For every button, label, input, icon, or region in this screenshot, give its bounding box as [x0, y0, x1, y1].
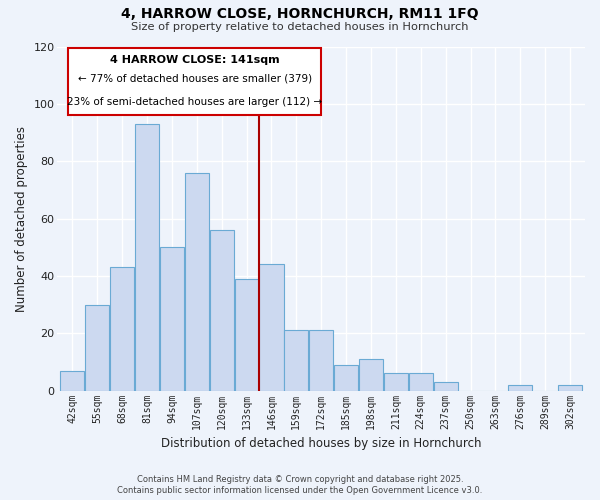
Bar [259, 264, 284, 390]
Bar [284, 330, 308, 390]
Bar [384, 374, 408, 390]
Bar [61, 370, 85, 390]
Text: Contains public sector information licensed under the Open Government Licence v3: Contains public sector information licen… [118, 486, 482, 495]
Bar [235, 279, 259, 390]
Bar [85, 304, 109, 390]
Bar [508, 385, 532, 390]
X-axis label: Distribution of detached houses by size in Hornchurch: Distribution of detached houses by size … [161, 437, 481, 450]
Bar [309, 330, 333, 390]
Text: 4, HARROW CLOSE, HORNCHURCH, RM11 1FQ: 4, HARROW CLOSE, HORNCHURCH, RM11 1FQ [121, 8, 479, 22]
Bar [434, 382, 458, 390]
Text: Contains HM Land Registry data © Crown copyright and database right 2025.: Contains HM Land Registry data © Crown c… [137, 475, 463, 484]
Bar [185, 172, 209, 390]
Bar [558, 385, 582, 390]
FancyBboxPatch shape [68, 48, 321, 116]
Text: 23% of semi-detached houses are larger (112) →: 23% of semi-detached houses are larger (… [67, 97, 322, 107]
Y-axis label: Number of detached properties: Number of detached properties [15, 126, 28, 312]
Bar [409, 374, 433, 390]
Text: ← 77% of detached houses are smaller (379): ← 77% of detached houses are smaller (37… [77, 74, 311, 84]
Bar [359, 359, 383, 390]
Bar [160, 247, 184, 390]
Bar [334, 365, 358, 390]
Text: 4 HARROW CLOSE: 141sqm: 4 HARROW CLOSE: 141sqm [110, 55, 280, 65]
Bar [135, 124, 159, 390]
Bar [110, 268, 134, 390]
Text: Size of property relative to detached houses in Hornchurch: Size of property relative to detached ho… [131, 22, 469, 32]
Bar [209, 230, 234, 390]
